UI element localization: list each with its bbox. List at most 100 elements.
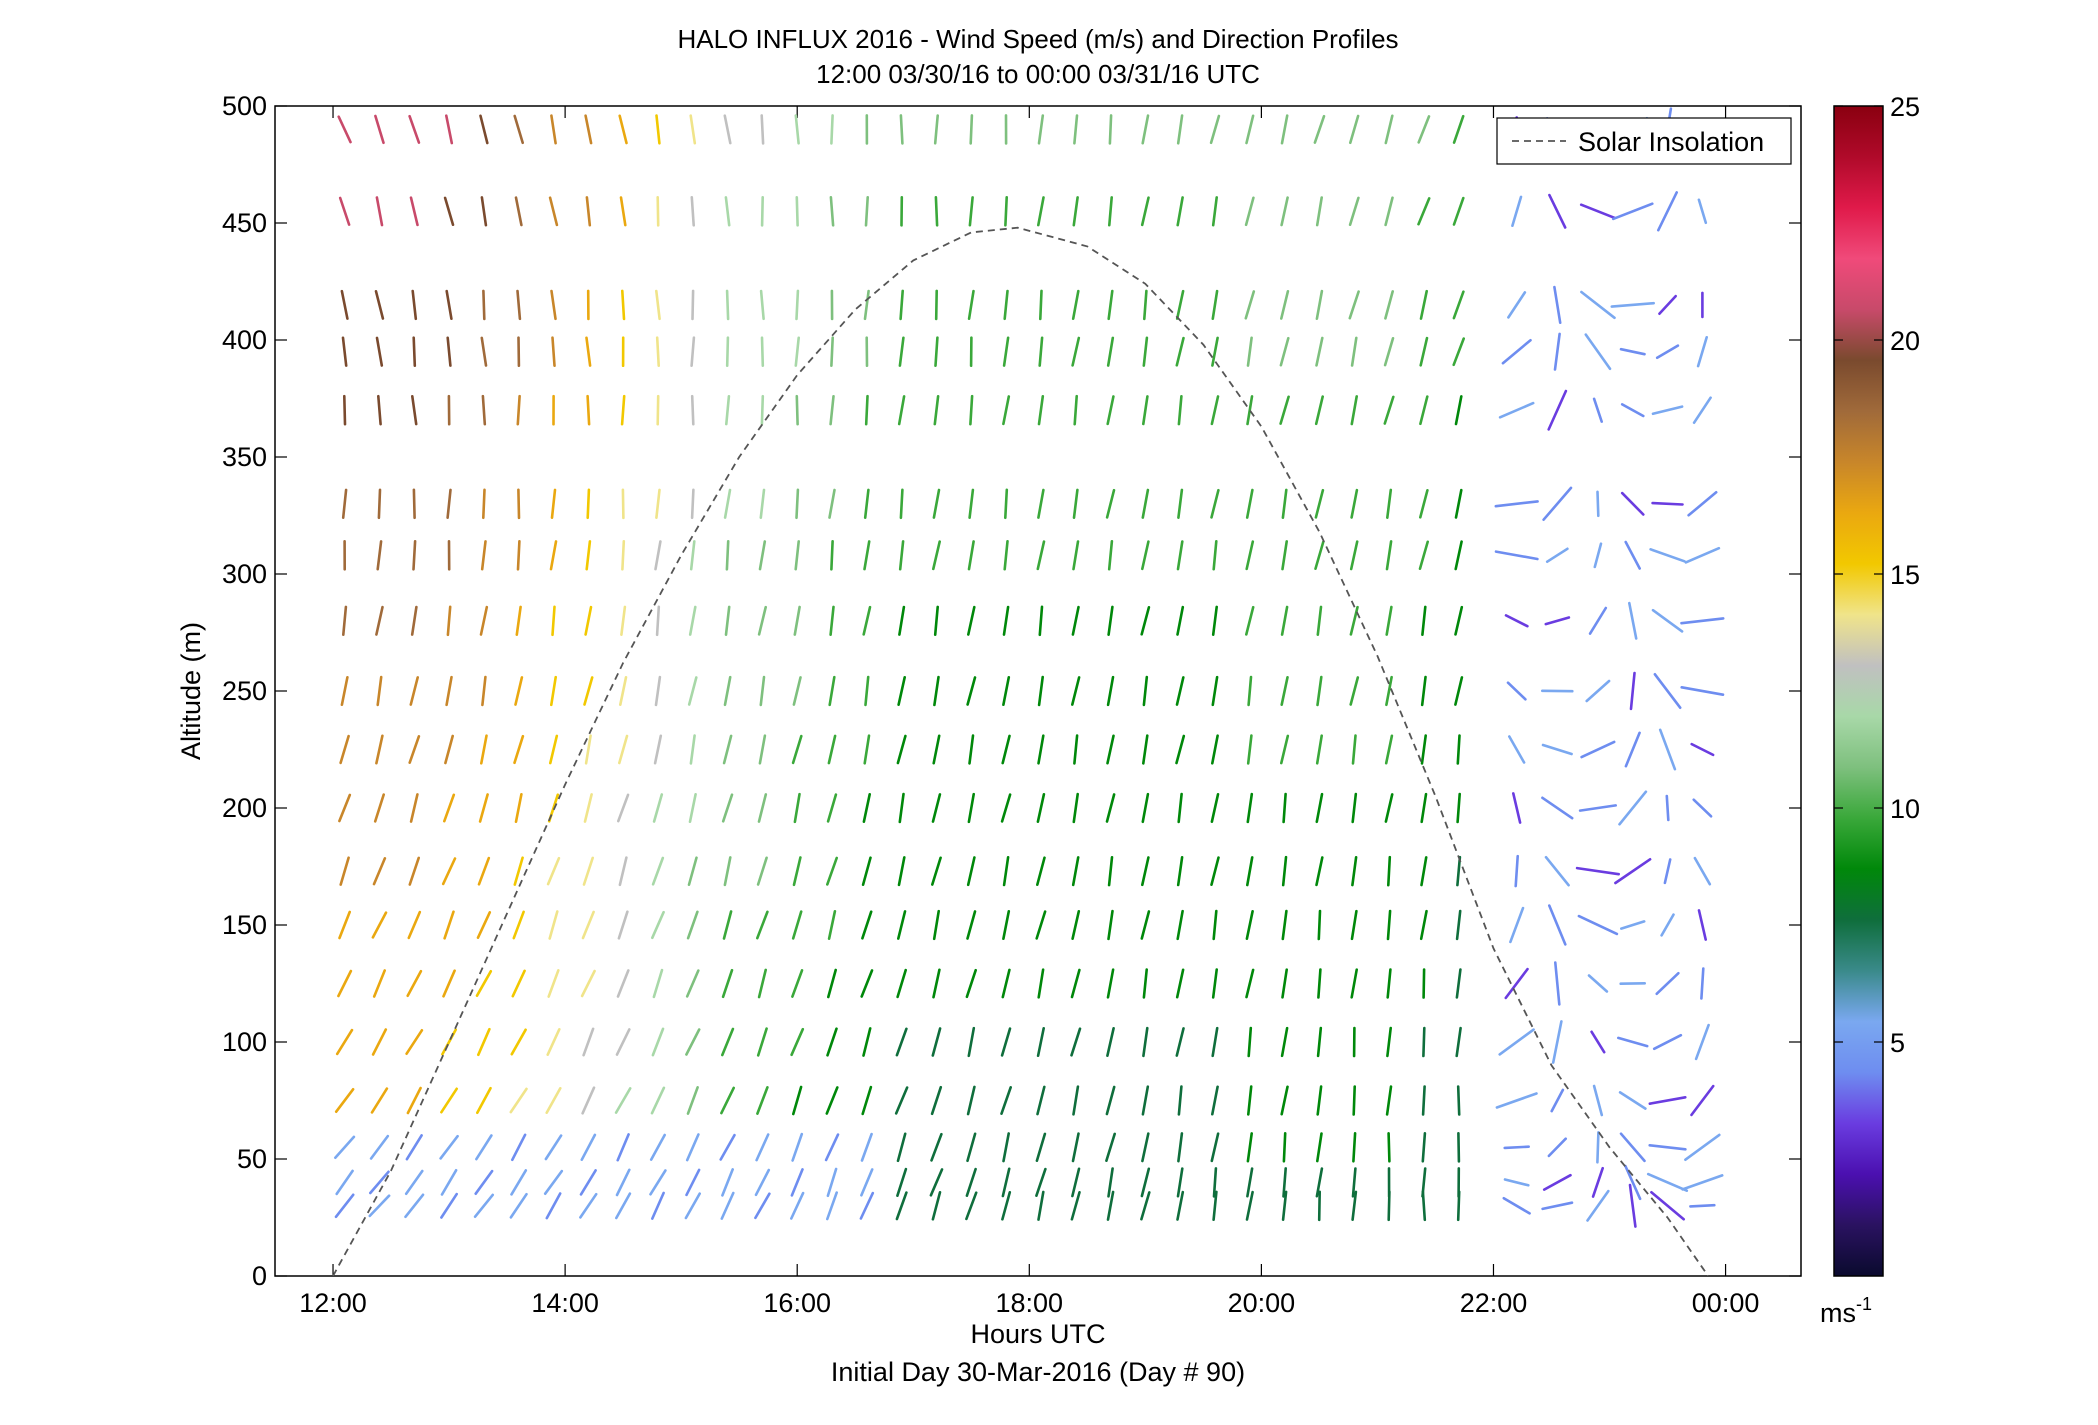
wind-vector: [1456, 734, 1461, 765]
wind-vector: [342, 394, 347, 426]
wind-vector: [1316, 675, 1323, 707]
wind-vector: [1387, 1132, 1391, 1163]
wind-vector: [861, 910, 873, 940]
x-tick-label: 12:00: [299, 1288, 367, 1318]
wind-vector-late: [1680, 685, 1725, 697]
wind-vector: [1072, 1085, 1080, 1116]
wind-vector: [789, 1191, 805, 1220]
wind-vector: [1315, 196, 1323, 227]
wind-vector: [861, 1085, 873, 1116]
wind-vector-late: [1547, 389, 1568, 431]
wind-vector: [1175, 336, 1185, 367]
wind-vector: [1456, 1085, 1461, 1116]
wind-vector: [617, 734, 629, 765]
wind-vector: [1211, 1085, 1219, 1116]
wind-vector-late: [1579, 203, 1616, 220]
wind-vector: [1422, 968, 1426, 999]
wind-vector: [1210, 856, 1220, 887]
wind-vector: [1000, 1027, 1012, 1057]
wind-vector: [649, 1133, 667, 1161]
wind-vector-late: [1651, 405, 1684, 416]
wind-vector: [1176, 540, 1184, 571]
wind-vector: [1317, 968, 1322, 999]
wind-vector: [1209, 114, 1221, 145]
wind-vector: [551, 605, 556, 637]
wind-vector: [1421, 1190, 1427, 1222]
wind-vector-late: [1655, 344, 1680, 360]
wind-vector-late: [1692, 798, 1713, 818]
wind-vector-late: [1620, 403, 1645, 418]
wind-vector: [899, 488, 904, 520]
wind-vector-late: [1553, 285, 1562, 325]
wind-vector: [547, 969, 560, 998]
wind-vector: [688, 792, 697, 824]
wind-vector: [1176, 196, 1184, 227]
wind-vector: [791, 1132, 804, 1162]
wind-vector: [685, 1133, 700, 1162]
chart-subtitle: 12:00 03/30/16 to 00:00 03/31/16 UTC: [816, 59, 1260, 89]
wind-vector: [1245, 540, 1255, 571]
wind-vector: [1281, 540, 1288, 571]
y-tick-label: 400: [222, 325, 267, 355]
wind-vector: [479, 605, 489, 636]
wind-vector: [756, 856, 768, 886]
wind-vector-late: [1586, 1189, 1610, 1222]
wind-vector: [510, 1133, 527, 1162]
wind-vector: [585, 196, 592, 227]
wind-vector: [1422, 1026, 1426, 1058]
wind-vector: [1420, 792, 1428, 824]
wind-vector: [826, 1027, 838, 1057]
wind-vector: [375, 196, 384, 227]
wind-vector: [477, 856, 491, 886]
wind-vector: [969, 394, 974, 426]
wind-vector: [684, 1192, 702, 1220]
wind-vector: [756, 1027, 768, 1057]
wind-vector: [725, 289, 730, 321]
wind-vector: [1419, 488, 1429, 519]
wind-vector: [482, 289, 486, 321]
wind-vector: [1176, 909, 1184, 941]
wind-vector: [481, 675, 487, 707]
wind-vector: [795, 196, 799, 227]
wind-vector: [1316, 1085, 1323, 1116]
wind-vector: [791, 910, 803, 940]
wind-vector: [473, 1193, 495, 1218]
wind-vector: [967, 1026, 976, 1058]
wind-vector: [721, 1168, 735, 1197]
wind-vector-late: [1610, 301, 1655, 308]
wind-vector: [1072, 792, 1079, 824]
wind-vector: [654, 289, 661, 321]
wind-vector: [1315, 856, 1324, 887]
wind-vector: [1386, 1026, 1392, 1058]
wind-vector: [1420, 734, 1427, 765]
colorbar-tick-label: 15: [1890, 560, 1920, 590]
wind-vector: [1142, 1026, 1149, 1058]
wind-vector: [404, 1169, 424, 1196]
wind-vector: [791, 734, 803, 765]
wind-vector: [826, 1167, 838, 1198]
wind-vector-late: [1544, 855, 1570, 887]
wind-vector: [614, 1087, 632, 1114]
wind-vector-late: [1700, 967, 1705, 1000]
wind-vector: [337, 115, 352, 144]
wind-vector: [375, 734, 384, 765]
wind-vector: [1383, 336, 1395, 367]
y-tick-label: 0: [252, 1261, 267, 1291]
wind-vector: [371, 911, 388, 939]
wind-vector: [932, 734, 941, 765]
wind-vector: [1246, 792, 1254, 824]
wind-vector: [1071, 909, 1081, 941]
wind-vector: [756, 1086, 769, 1115]
wind-vector: [864, 394, 869, 426]
wind-vector: [1454, 605, 1464, 636]
wind-vector: [933, 394, 940, 426]
wind-vector: [830, 539, 834, 571]
wind-vector: [339, 856, 350, 886]
wind-vector-late: [1684, 546, 1721, 564]
wind-vector: [1385, 540, 1393, 571]
y-tick-labels: 0 50 100 150 200 250 300 350 400 450 500: [222, 91, 267, 1291]
wind-vector: [1142, 968, 1148, 999]
wind-vector: [1142, 336, 1149, 367]
wind-vector: [1141, 792, 1150, 824]
wind-vector: [1073, 734, 1079, 765]
